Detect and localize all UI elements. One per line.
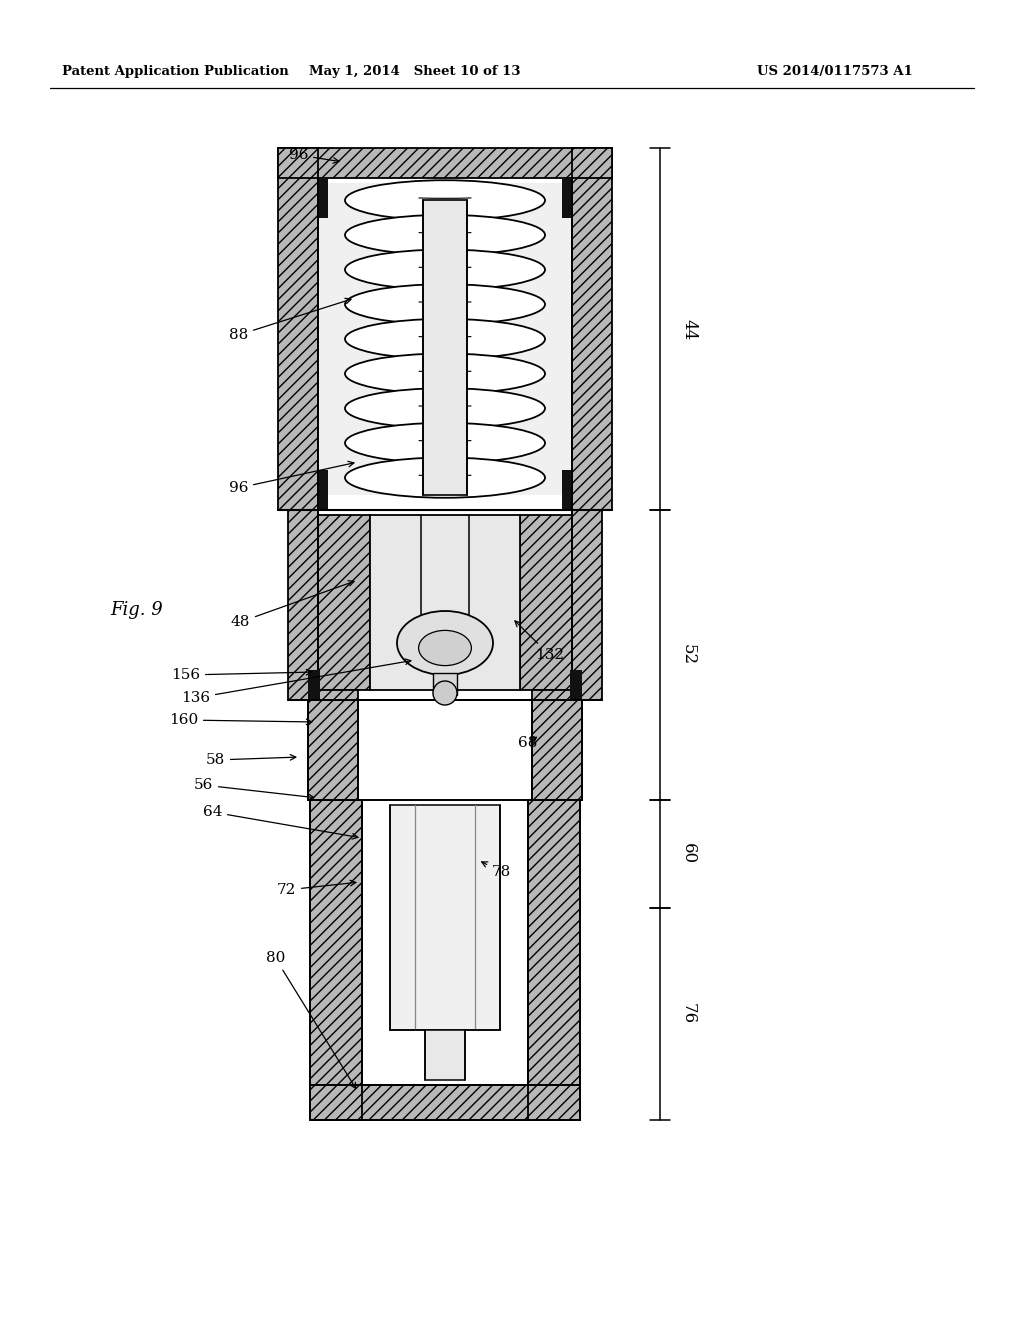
Text: US 2014/0117573 A1: US 2014/0117573 A1 [757, 66, 912, 78]
Bar [308, 671, 319, 700]
Text: 60: 60 [680, 843, 697, 865]
Text: 136: 136 [181, 659, 411, 705]
Text: 132: 132 [515, 620, 564, 663]
Text: 160: 160 [169, 713, 312, 727]
Bar [390, 805, 500, 1030]
Text: 76: 76 [680, 1003, 697, 1024]
Text: Patent Application Publication: Patent Application Publication [62, 66, 289, 78]
Text: 96: 96 [228, 462, 354, 495]
Bar [278, 148, 318, 510]
Bar [288, 510, 318, 700]
Text: 78: 78 [481, 862, 511, 879]
Ellipse shape [345, 458, 545, 498]
Ellipse shape [345, 181, 545, 220]
Bar [433, 673, 457, 696]
Bar [318, 515, 370, 690]
Text: 156: 156 [171, 668, 312, 682]
Bar [310, 1085, 580, 1119]
Bar [370, 515, 520, 690]
Ellipse shape [345, 319, 545, 359]
Bar [318, 690, 358, 700]
Ellipse shape [433, 681, 457, 705]
Bar [362, 800, 527, 1085]
Bar [572, 148, 612, 510]
Bar [423, 201, 467, 495]
Text: Fig. 9: Fig. 9 [110, 601, 163, 619]
Bar [278, 148, 612, 178]
Text: 48: 48 [230, 581, 354, 630]
Text: May 1, 2014   Sheet 10 of 13: May 1, 2014 Sheet 10 of 13 [309, 66, 521, 78]
Bar [308, 700, 358, 800]
Text: 80: 80 [265, 950, 355, 1089]
Bar [528, 800, 580, 1085]
Text: 58: 58 [206, 752, 296, 767]
Ellipse shape [345, 215, 545, 255]
Text: 96: 96 [289, 148, 339, 164]
Bar [562, 470, 572, 510]
Bar [532, 700, 582, 800]
Bar [572, 510, 602, 700]
Text: 88: 88 [228, 298, 351, 342]
Text: 52: 52 [680, 644, 697, 665]
Bar [570, 671, 582, 700]
Ellipse shape [419, 631, 471, 665]
Ellipse shape [397, 611, 493, 675]
Text: 56: 56 [194, 777, 313, 800]
Ellipse shape [345, 284, 545, 325]
Bar [318, 470, 328, 510]
Bar [425, 1030, 465, 1080]
Text: 68: 68 [518, 737, 538, 750]
Bar [319, 183, 571, 495]
Bar [520, 515, 572, 690]
Bar [318, 178, 328, 218]
Bar [310, 800, 362, 1085]
Text: 44: 44 [680, 319, 697, 341]
Ellipse shape [345, 422, 545, 463]
Ellipse shape [345, 249, 545, 290]
Bar [532, 690, 572, 700]
Bar [562, 178, 572, 218]
Bar [359, 700, 531, 800]
Text: 72: 72 [276, 880, 356, 898]
Ellipse shape [345, 354, 545, 393]
Text: 64: 64 [203, 805, 357, 840]
Ellipse shape [345, 388, 545, 429]
